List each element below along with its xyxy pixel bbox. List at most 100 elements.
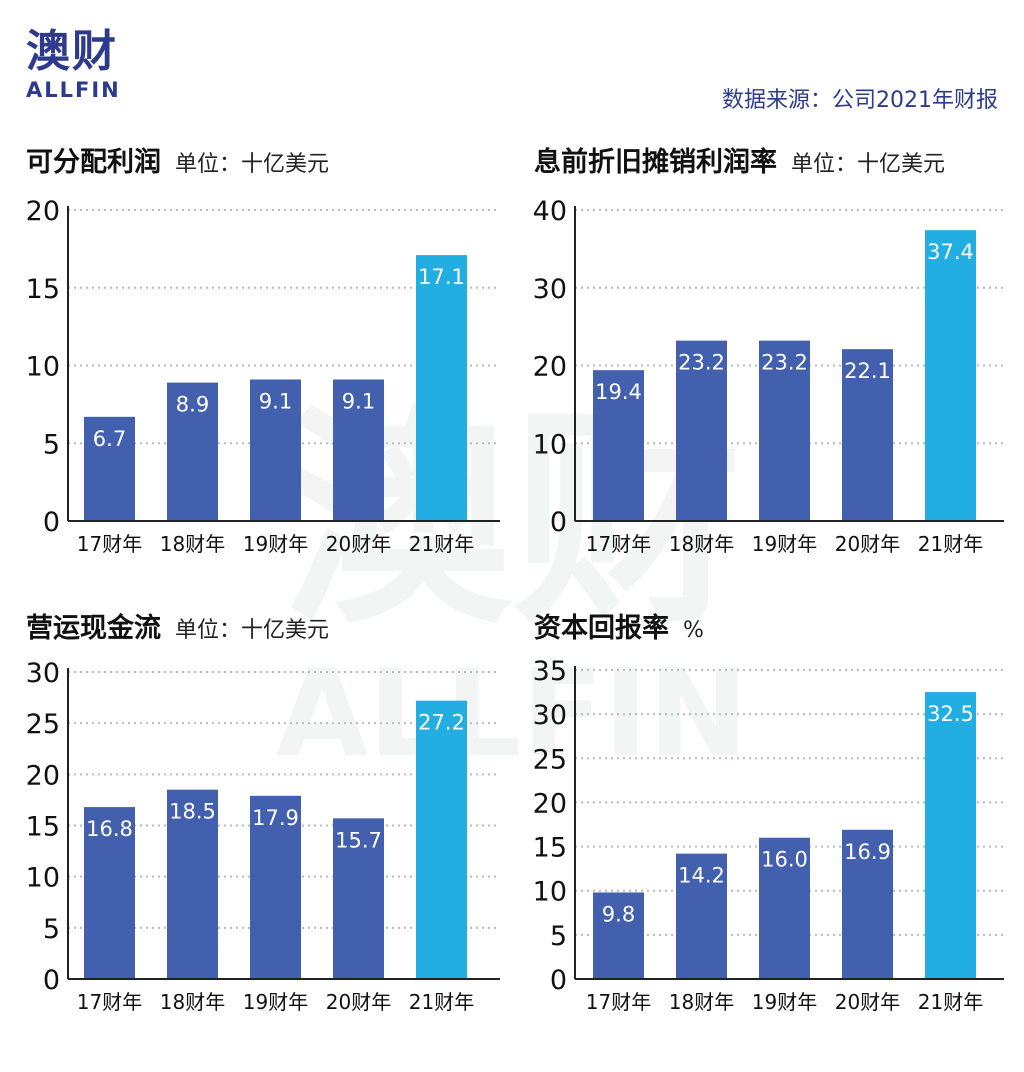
bar-data-label: 9.8 — [602, 902, 635, 926]
chart-ebitda-margin: 0 10 20 30 40 19.4 17财年 23.2 18财年 23.2 19财年 22.1 20财… — [533, 196, 1004, 556]
bar-data-label: 37.4 — [927, 240, 974, 264]
bar — [842, 349, 893, 521]
y-tick-label: 0 — [43, 965, 60, 996]
bar-data-label: 18.5 — [169, 800, 216, 824]
bar — [84, 807, 135, 979]
x-category-label: 20财年 — [835, 532, 900, 556]
bar — [842, 829, 893, 979]
x-category-label: 18财年 — [669, 990, 734, 1014]
bar-data-label: 27.2 — [418, 711, 465, 735]
chart-unit: % — [683, 618, 704, 643]
bar-data-label: 32.5 — [927, 702, 974, 726]
y-tick-label: 0 — [550, 965, 567, 996]
x-category-label: 20财年 — [326, 532, 391, 556]
x-category-label: 19财年 — [243, 990, 308, 1014]
data-source: 数据来源：公司2021年财报 — [722, 88, 998, 113]
x-category-label: 19财年 — [243, 532, 308, 556]
bar — [416, 700, 467, 979]
x-category-label: 17财年 — [77, 990, 142, 1014]
bar — [167, 789, 218, 979]
bar-data-label: 9.1 — [259, 389, 292, 413]
chart-return-on-capital: 0 5 10 15 20 25 30 35 9.8 17财年 14.2 18财年 16.0 19财年 16.… — [533, 656, 1004, 1014]
y-tick-label: 10 — [26, 863, 60, 894]
bar-data-label: 9.1 — [342, 389, 375, 413]
bar — [167, 382, 218, 521]
y-tick-label: 20 — [26, 196, 60, 227]
chart-title-distributable-profit: 可分配利润 单位：十亿美元 — [26, 140, 329, 179]
chart-title-text: 营运现金流 — [26, 613, 161, 644]
y-tick-label: 0 — [43, 507, 60, 538]
bar — [593, 892, 644, 979]
bar-data-label: 14.2 — [678, 864, 725, 888]
y-tick-label: 10 — [533, 429, 567, 460]
y-tick-label: 20 — [533, 788, 567, 819]
x-category-label: 20财年 — [326, 990, 391, 1014]
y-tick-label: 30 — [26, 658, 60, 689]
bar-data-label: 19.4 — [595, 380, 642, 404]
chart-title-operating-cash-flow: 营运现金流 单位：十亿美元 — [26, 606, 329, 645]
bar-data-label: 16.8 — [86, 817, 133, 841]
x-category-label: 18财年 — [160, 990, 225, 1014]
x-category-label: 21财年 — [409, 532, 474, 556]
bar-data-label: 17.1 — [418, 265, 465, 289]
y-tick-label: 25 — [533, 744, 567, 775]
y-tick-label: 10 — [533, 877, 567, 908]
bar — [759, 837, 810, 979]
bar — [759, 340, 810, 521]
chart-title-ebitda-margin: 息前折旧摊销利润率 单位：十亿美元 — [534, 140, 945, 179]
chart-operating-cash-flow: 0 5 10 15 20 25 30 16.8 17财年 18.5 18财年 17.9 19财年 15.7… — [26, 658, 500, 1014]
bar — [676, 853, 727, 979]
x-category-label: 17财年 — [77, 532, 142, 556]
y-tick-label: 5 — [43, 914, 60, 945]
chart-title-text: 可分配利润 — [26, 147, 161, 178]
x-category-label: 19财年 — [752, 990, 817, 1014]
y-tick-label: 40 — [533, 196, 567, 227]
bar — [84, 416, 135, 521]
chart-title-text: 资本回报率 — [534, 613, 669, 644]
chart-unit: 单位：十亿美元 — [175, 152, 330, 177]
bar — [333, 818, 384, 979]
bar-data-label: 16.0 — [761, 848, 808, 872]
x-category-label: 20财年 — [835, 990, 900, 1014]
x-category-label: 21财年 — [409, 990, 474, 1014]
bar — [676, 340, 727, 521]
bar-data-label: 8.9 — [176, 393, 209, 417]
bar-data-label: 22.1 — [844, 359, 891, 383]
chart-unit: 单位：十亿美元 — [791, 152, 946, 177]
logo: 澳财 ALLFIN — [26, 26, 121, 103]
bar — [925, 692, 976, 979]
y-tick-label: 30 — [533, 274, 567, 305]
x-category-label: 21财年 — [918, 532, 983, 556]
bar-data-label: 17.9 — [252, 806, 299, 830]
x-category-label: 18财年 — [669, 532, 734, 556]
x-category-label: 17财年 — [586, 532, 651, 556]
x-category-label: 18财年 — [160, 532, 225, 556]
logo-en: ALLFIN — [26, 78, 121, 102]
y-tick-label: 15 — [26, 274, 60, 305]
bar-data-label: 23.2 — [761, 351, 808, 375]
x-category-label: 19财年 — [752, 532, 817, 556]
chart-title-return-on-capital: 资本回报率% — [534, 606, 704, 645]
logo-cn: 澳财 — [26, 26, 118, 77]
chart-distributable-profit: 0 5 10 15 20 6.7 17财年 8.9 18财年 9.1 19财年 9.1 20财年 17.1… — [26, 196, 500, 556]
bar — [925, 230, 976, 521]
y-tick-label: 5 — [43, 429, 60, 460]
y-tick-label: 15 — [26, 812, 60, 843]
chart-unit: 单位：十亿美元 — [175, 618, 330, 643]
y-tick-label: 15 — [533, 833, 567, 864]
y-tick-label: 20 — [26, 760, 60, 791]
y-tick-label: 25 — [26, 709, 60, 740]
bar — [416, 255, 467, 521]
bar — [333, 379, 384, 521]
y-tick-label: 0 — [550, 507, 567, 538]
bar-data-label: 6.7 — [93, 427, 126, 451]
bar — [250, 379, 301, 521]
bar — [593, 370, 644, 521]
x-category-label: 21财年 — [918, 990, 983, 1014]
y-tick-label: 10 — [26, 352, 60, 383]
chart-title-text: 息前折旧摊销利润率 — [534, 147, 777, 178]
bar-data-label: 16.9 — [844, 840, 891, 864]
x-category-label: 17财年 — [586, 990, 651, 1014]
y-tick-label: 30 — [533, 700, 567, 731]
y-tick-label: 20 — [533, 352, 567, 383]
